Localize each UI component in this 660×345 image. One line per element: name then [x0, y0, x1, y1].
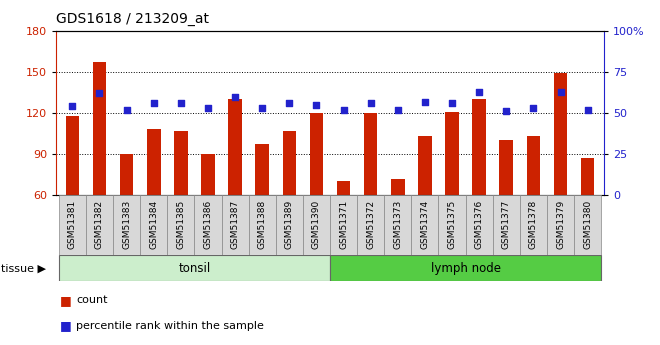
Text: GSM51373: GSM51373 [393, 200, 403, 249]
Bar [411, 195, 438, 255]
Point [447, 100, 457, 106]
Text: lymph node: lymph node [430, 262, 500, 275]
Bar [310, 113, 323, 195]
Text: GSM51389: GSM51389 [285, 200, 294, 249]
Bar [195, 195, 222, 255]
Bar [92, 62, 106, 195]
Text: ■: ■ [59, 319, 71, 333]
Bar [276, 195, 303, 255]
Point [420, 99, 430, 104]
Point [284, 100, 294, 106]
Bar [330, 255, 601, 281]
Bar [113, 195, 140, 255]
Text: percentile rank within the sample: percentile rank within the sample [76, 321, 264, 331]
Bar [86, 195, 113, 255]
Point [528, 105, 539, 111]
Bar [249, 195, 276, 255]
Point [121, 107, 132, 112]
Text: ■: ■ [59, 294, 71, 307]
Bar [59, 195, 86, 255]
Point [311, 102, 321, 108]
Bar [228, 99, 242, 195]
Text: GSM51390: GSM51390 [312, 200, 321, 249]
Bar [554, 73, 568, 195]
Bar [465, 195, 493, 255]
Text: GSM51387: GSM51387 [230, 200, 240, 249]
Text: GSM51371: GSM51371 [339, 200, 348, 249]
Bar [201, 154, 214, 195]
Text: GSM51374: GSM51374 [420, 200, 430, 249]
Text: tissue ▶: tissue ▶ [1, 263, 46, 273]
Point [94, 91, 105, 96]
Text: GSM51378: GSM51378 [529, 200, 538, 249]
Bar [330, 195, 357, 255]
Text: GSM51388: GSM51388 [257, 200, 267, 249]
Bar [337, 181, 350, 195]
Text: GSM51382: GSM51382 [95, 200, 104, 249]
Bar [282, 131, 296, 195]
Point [555, 89, 566, 95]
Bar [438, 195, 465, 255]
Text: GSM51372: GSM51372 [366, 200, 375, 249]
Bar [384, 195, 411, 255]
Bar [547, 195, 574, 255]
Text: count: count [76, 295, 108, 305]
Point [148, 100, 159, 106]
Text: GSM51383: GSM51383 [122, 200, 131, 249]
Point [257, 105, 267, 111]
Bar [167, 195, 195, 255]
Point [203, 105, 213, 111]
Text: GSM51380: GSM51380 [583, 200, 592, 249]
Text: GSM51386: GSM51386 [203, 200, 213, 249]
Bar [255, 145, 269, 195]
Point [339, 107, 349, 112]
Bar [473, 99, 486, 195]
Bar [147, 129, 160, 195]
Bar [493, 195, 520, 255]
Bar [364, 113, 378, 195]
Bar [140, 195, 167, 255]
Bar [222, 195, 249, 255]
Point [176, 100, 186, 106]
Point [582, 107, 593, 112]
Point [67, 104, 78, 109]
Text: GSM51384: GSM51384 [149, 200, 158, 249]
Bar [527, 136, 540, 195]
Bar [574, 195, 601, 255]
Bar [418, 136, 432, 195]
Bar [391, 179, 405, 195]
Text: GSM51379: GSM51379 [556, 200, 565, 249]
Bar [120, 154, 133, 195]
Bar [500, 140, 513, 195]
Bar [59, 255, 330, 281]
Bar [581, 158, 595, 195]
Bar [65, 116, 79, 195]
Bar [357, 195, 384, 255]
Point [230, 94, 240, 99]
Point [366, 100, 376, 106]
Text: GDS1618 / 213209_at: GDS1618 / 213209_at [56, 12, 209, 26]
Text: GSM51381: GSM51381 [68, 200, 77, 249]
Text: GSM51377: GSM51377 [502, 200, 511, 249]
Point [474, 89, 484, 95]
Bar [303, 195, 330, 255]
Text: tonsil: tonsil [178, 262, 211, 275]
Text: GSM51376: GSM51376 [475, 200, 484, 249]
Bar [446, 112, 459, 195]
Bar [174, 131, 187, 195]
Text: GSM51385: GSM51385 [176, 200, 185, 249]
Point [501, 109, 512, 114]
Text: GSM51375: GSM51375 [447, 200, 457, 249]
Point [393, 107, 403, 112]
Bar [520, 195, 547, 255]
